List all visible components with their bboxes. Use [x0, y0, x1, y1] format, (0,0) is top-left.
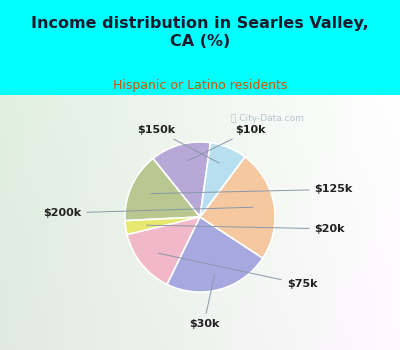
Text: Income distribution in Searles Valley,
CA (%): Income distribution in Searles Valley, C… — [31, 16, 369, 49]
Text: $150k: $150k — [138, 125, 219, 163]
Wedge shape — [125, 159, 200, 220]
Wedge shape — [127, 217, 200, 285]
Wedge shape — [153, 142, 210, 217]
Text: $125k: $125k — [151, 184, 353, 194]
Text: Hispanic or Latino residents: Hispanic or Latino residents — [113, 79, 287, 92]
Text: $75k: $75k — [158, 253, 318, 289]
Text: $20k: $20k — [146, 224, 345, 234]
Text: ⓘ City-Data.com: ⓘ City-Data.com — [231, 114, 304, 123]
Wedge shape — [167, 217, 263, 292]
Wedge shape — [200, 157, 275, 258]
Wedge shape — [200, 143, 245, 217]
Wedge shape — [125, 217, 200, 234]
Text: $30k: $30k — [189, 275, 219, 329]
Text: $200k: $200k — [43, 207, 253, 218]
Text: $10k: $10k — [187, 125, 266, 161]
